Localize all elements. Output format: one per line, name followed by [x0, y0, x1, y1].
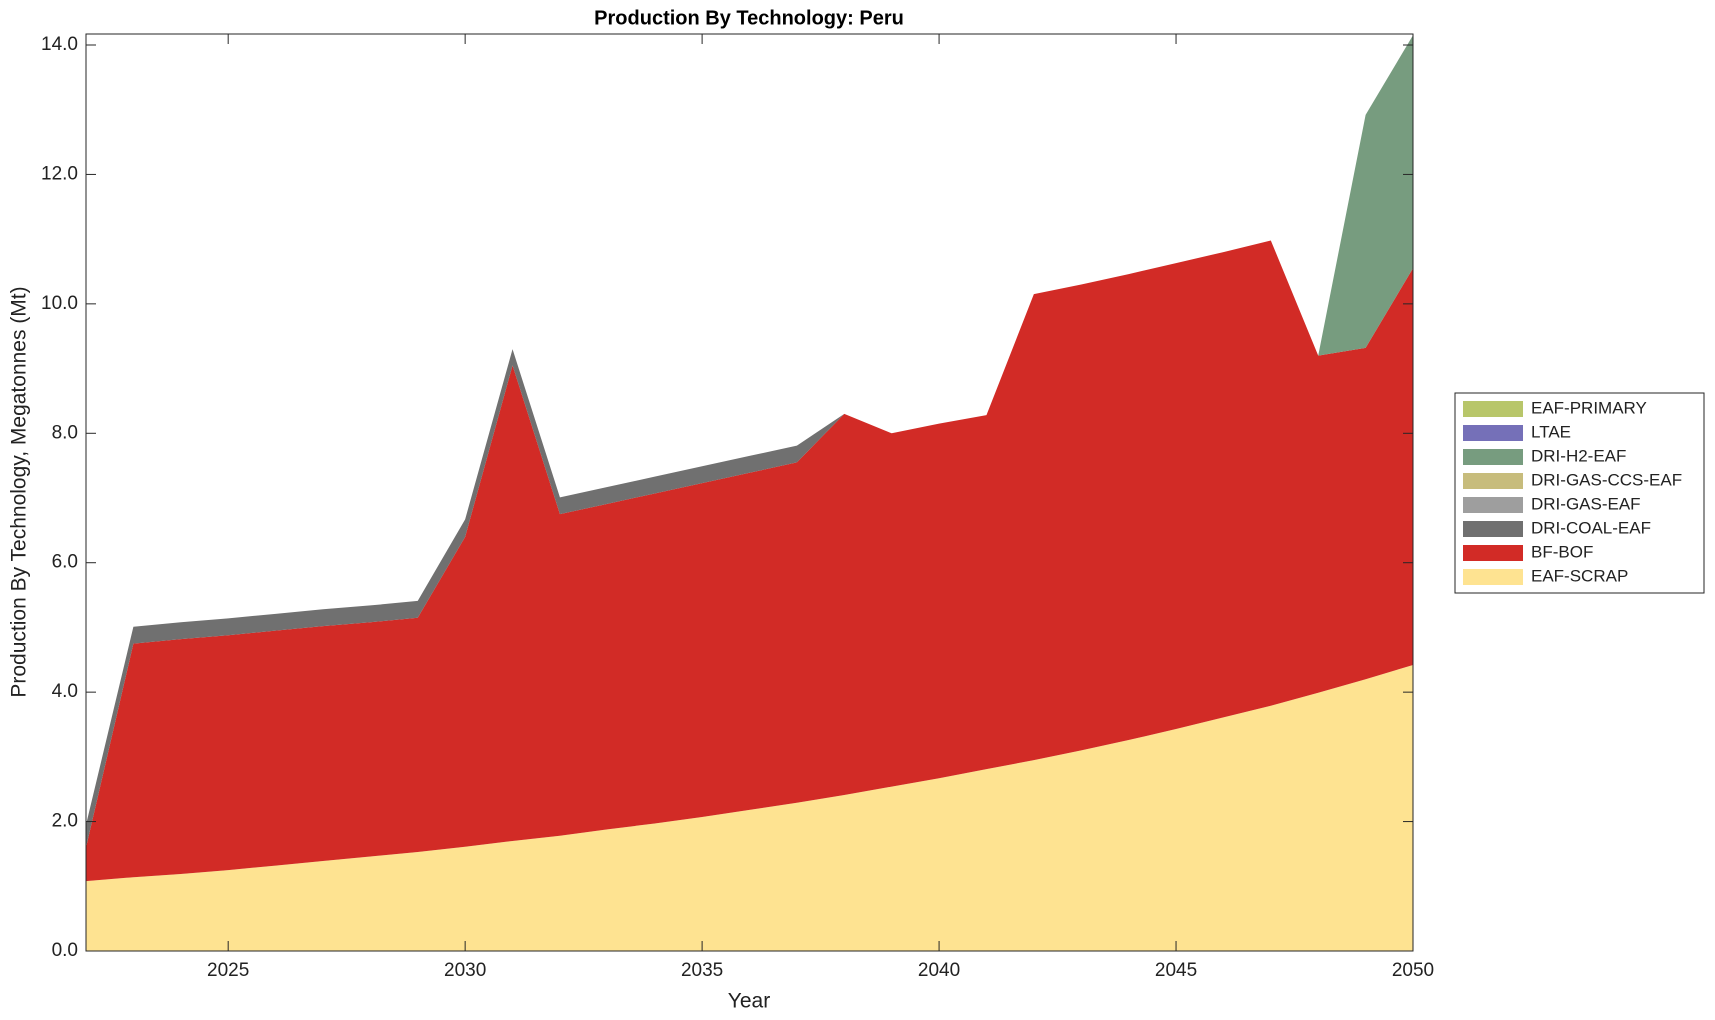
- legend-box: [1454, 392, 1705, 594]
- x-tick-label: 2035: [681, 960, 723, 981]
- legend-swatch: [1463, 545, 1523, 561]
- x-tick-label: 2030: [444, 960, 486, 981]
- legend-swatch: [1463, 425, 1523, 441]
- legend-swatch: [1463, 401, 1523, 417]
- y-axis-label: Production By Technology, Megatonnes (Mt…: [8, 286, 31, 697]
- y-tick-label: 10.0: [41, 293, 78, 314]
- legend-label: LTAE: [1531, 422, 1571, 441]
- y-tick-label: 2.0: [52, 811, 78, 832]
- chart-title: Production By Technology: Peru: [594, 7, 904, 29]
- legend-label: DRI-GAS-EAF: [1531, 494, 1641, 513]
- legend-swatch: [1463, 473, 1523, 489]
- legend-label: DRI-COAL-EAF: [1531, 518, 1651, 537]
- legend-label: DRI-GAS-CCS-EAF: [1531, 470, 1682, 489]
- y-tick-label: 12.0: [41, 163, 78, 184]
- plot-frame: [85, 33, 1414, 952]
- areas: [86, 35, 1413, 951]
- x-tick-label: 2050: [1392, 960, 1434, 981]
- y-tick-label: 0.0: [52, 940, 78, 961]
- y-tick-label: 14.0: [41, 34, 78, 55]
- x-tick-label: 2025: [207, 960, 249, 981]
- legend-label: BF-BOF: [1531, 542, 1593, 561]
- legend-swatch: [1463, 449, 1523, 465]
- legend: EAF-PRIMARY LTAE DRI-H2-EAF DRI-GAS-CCS-EAF…: [1454, 392, 1705, 594]
- legend-swatch: [1463, 569, 1523, 585]
- legend-label: EAF-SCRAP: [1531, 566, 1628, 585]
- x-tick-label: 2040: [918, 960, 960, 981]
- area: [86, 240, 1413, 882]
- legend-label: EAF-PRIMARY: [1531, 398, 1647, 417]
- y-tick-label: 8.0: [52, 422, 78, 443]
- x-axis-label: Year: [728, 990, 770, 1013]
- legend-swatch: [1463, 497, 1523, 513]
- area: [86, 664, 1413, 951]
- legend-label: DRI-H2-EAF: [1531, 446, 1626, 465]
- legend-swatch: [1463, 521, 1523, 537]
- x-tick-label: 2045: [1155, 960, 1197, 981]
- y-tick-label: 4.0: [52, 681, 78, 702]
- y-tick-label: 6.0: [52, 552, 78, 573]
